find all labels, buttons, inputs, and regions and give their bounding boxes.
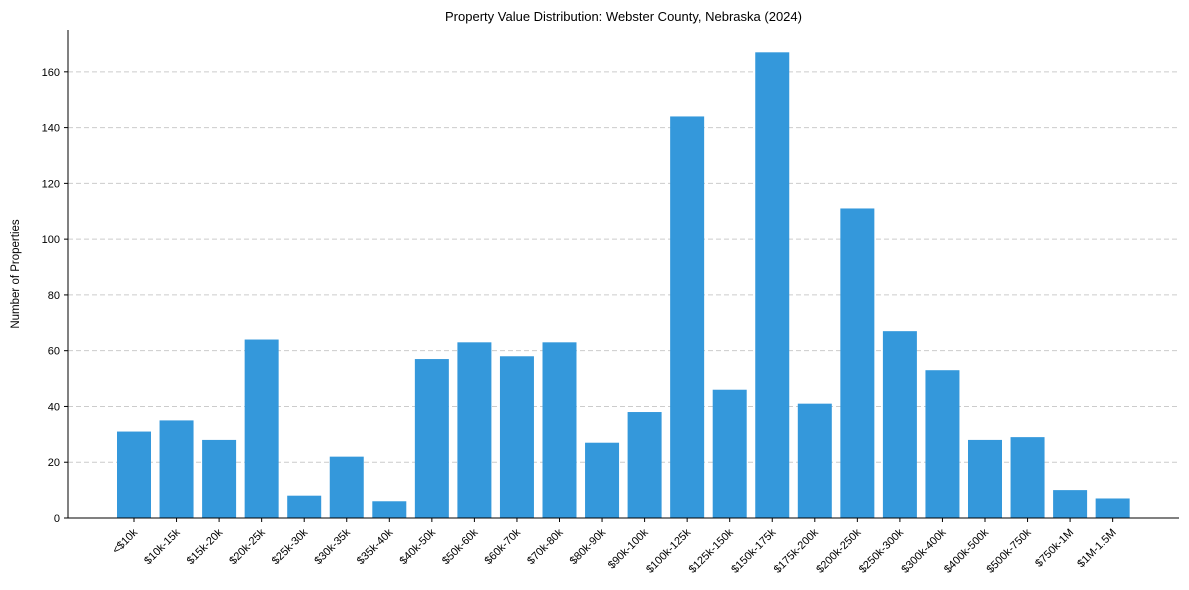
bar [1095, 498, 1130, 518]
bar [925, 370, 960, 518]
y-tick-label: 120 [42, 178, 60, 190]
x-tick-label: $175k-200k [772, 526, 821, 575]
bar [159, 420, 194, 518]
bar [968, 439, 1002, 518]
y-ticks: 0 20 40 60 80 100 120 140 160 [42, 67, 68, 525]
bar [1053, 490, 1088, 518]
x-tick-label: $90k-100k [606, 526, 651, 571]
y-tick-label: 140 [42, 123, 60, 135]
y-tick-label: 40 [48, 401, 60, 413]
x-tick-label: $500k-750k [985, 526, 1034, 575]
x-tick-label: $400k-500k [942, 526, 991, 575]
x-tick-label: $80k-90k [568, 526, 609, 567]
bar [372, 501, 407, 518]
x-tick-label: $1M-1.5M [1075, 527, 1119, 571]
bar [117, 431, 151, 518]
x-tick-label: $30k-35k [312, 526, 353, 567]
x-tick-label: $200k-250k [814, 526, 863, 575]
x-tick-label: $60k-70k [483, 526, 524, 567]
bar [840, 208, 875, 518]
bar [414, 359, 449, 518]
chart-title: Property Value Distribution: Webster Cou… [445, 9, 802, 24]
x-tick-label: $150k-175k [729, 526, 778, 575]
y-tick-label: 20 [48, 457, 60, 469]
bar [585, 442, 620, 518]
y-tick-label: 160 [42, 67, 60, 79]
x-tick-label: $750k-1M [1033, 527, 1076, 570]
bar [627, 412, 662, 518]
x-tick-label: $70k-80k [525, 526, 566, 567]
x-ticks: <$10k $10k-15k $15k-20k $20k-25k $25k-30k $30… [110, 518, 1119, 576]
y-tick-label: 100 [42, 234, 60, 246]
gridlines [68, 71, 1179, 463]
bar [287, 495, 322, 518]
x-tick-label: <$10k [110, 526, 140, 556]
y-tick-label: 60 [48, 346, 60, 358]
bar [329, 456, 364, 518]
y-tick-label: 0 [54, 513, 60, 525]
x-tick-label: $40k-50k [397, 526, 438, 567]
bar [882, 331, 917, 518]
bar [1010, 437, 1045, 518]
x-tick-label: $100k-125k [644, 526, 693, 575]
bar [755, 52, 790, 519]
bar [797, 403, 832, 518]
bar [499, 356, 534, 518]
x-tick-label: $125k-150k [687, 526, 736, 575]
axes [67, 30, 1179, 519]
bar [202, 439, 237, 518]
x-tick-label: $35k-40k [355, 526, 396, 567]
x-tick-label: $50k-60k [440, 526, 481, 567]
x-tick-label: $20k-25k [227, 526, 268, 567]
x-tick-label: $300k-400k [899, 526, 948, 575]
x-tick-label: $10k-15k [142, 526, 183, 567]
bar [670, 116, 705, 519]
bar [457, 342, 492, 518]
x-tick-label: $250k-300k [857, 526, 906, 575]
y-tick-label: 80 [48, 290, 60, 302]
bars-group [117, 52, 1130, 519]
bar [244, 339, 279, 518]
bar [712, 389, 747, 518]
bar [542, 342, 577, 518]
y-axis-title: Number of Properties [10, 219, 22, 329]
x-tick-label: $15k-20k [185, 526, 226, 567]
x-tick-label: $25k-30k [270, 526, 311, 567]
